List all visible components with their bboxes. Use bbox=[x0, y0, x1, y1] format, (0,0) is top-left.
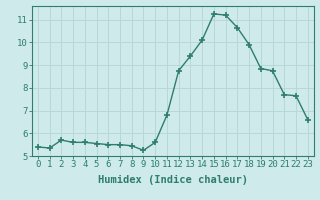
X-axis label: Humidex (Indice chaleur): Humidex (Indice chaleur) bbox=[98, 175, 248, 185]
